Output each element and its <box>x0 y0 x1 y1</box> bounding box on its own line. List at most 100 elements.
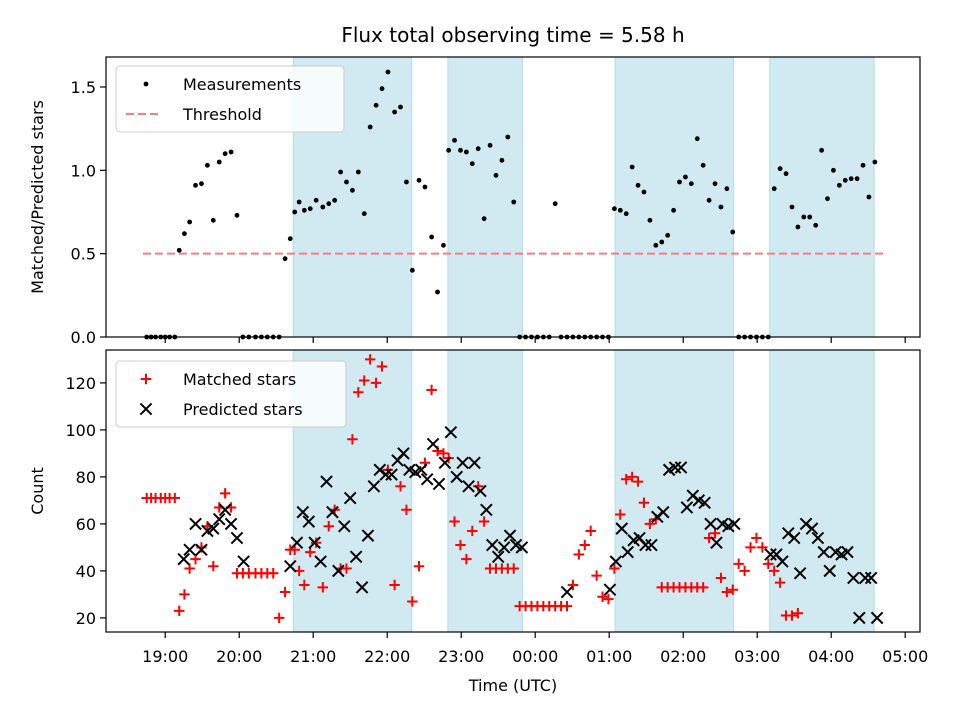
data-point <box>505 134 511 140</box>
data-point <box>632 476 644 487</box>
y-tick-label: 100 <box>65 421 96 440</box>
legend-marker <box>143 81 149 87</box>
data-point <box>409 267 415 273</box>
data-point <box>432 477 446 491</box>
data-point <box>831 167 836 173</box>
data-point <box>404 179 409 185</box>
data-point <box>715 572 727 584</box>
data-point <box>458 147 463 153</box>
data-point <box>841 545 854 559</box>
data-point <box>609 563 620 574</box>
data-point <box>727 584 738 595</box>
data-point <box>210 217 216 223</box>
data-point <box>848 176 854 182</box>
data-point <box>853 611 866 625</box>
data-point <box>355 581 369 594</box>
data-point <box>561 600 573 612</box>
data-point <box>787 531 801 545</box>
data-point <box>296 505 310 519</box>
data-point <box>817 545 831 559</box>
data-point <box>341 563 352 574</box>
data-point <box>786 610 798 621</box>
data-point <box>326 505 339 519</box>
data-point <box>626 471 638 483</box>
data-point <box>468 456 481 470</box>
data-point <box>697 582 709 593</box>
data-point <box>866 194 872 200</box>
data-point <box>656 505 670 519</box>
data-point <box>449 516 460 527</box>
data-point <box>230 531 244 545</box>
data-point <box>793 566 807 580</box>
data-point <box>183 543 196 557</box>
data-point <box>199 181 204 187</box>
y-tick-label: 120 <box>65 374 96 393</box>
legend-box <box>115 65 345 133</box>
data-point <box>361 211 367 217</box>
data-point <box>222 151 228 157</box>
data-point <box>426 437 440 451</box>
data-point <box>597 591 608 602</box>
data-point <box>176 247 182 253</box>
data-point <box>677 179 682 185</box>
data-point <box>469 161 475 167</box>
data-point <box>323 521 334 532</box>
data-point <box>314 555 327 568</box>
data-point <box>771 186 777 192</box>
data-point <box>641 189 647 195</box>
data-point <box>446 147 452 153</box>
data-point <box>700 162 706 168</box>
data-point <box>313 197 319 203</box>
y-tick-label: 40 <box>76 562 96 581</box>
data-point <box>429 234 434 240</box>
data-point <box>478 516 490 527</box>
data-point <box>623 211 629 217</box>
data-point <box>579 539 590 551</box>
data-point <box>745 542 756 553</box>
data-point <box>724 186 730 192</box>
data-point <box>350 187 355 193</box>
x-tick-label: 21:00 <box>290 647 336 666</box>
data-point <box>480 503 493 517</box>
data-point <box>455 539 466 551</box>
data-point <box>395 481 406 492</box>
data-point <box>184 563 195 574</box>
data-point <box>218 503 232 517</box>
data-point <box>644 518 656 530</box>
data-point <box>615 522 629 535</box>
data-point <box>392 109 397 115</box>
legend-label: Matched stars <box>183 370 296 389</box>
data-point <box>359 375 370 386</box>
data-point <box>204 162 210 168</box>
data-point <box>813 222 819 228</box>
data-point <box>573 549 585 560</box>
data-point <box>706 197 712 203</box>
data-point <box>777 166 783 172</box>
data-point <box>461 553 472 565</box>
data-point <box>805 522 819 535</box>
data-point <box>854 176 860 182</box>
data-point <box>337 519 351 533</box>
observing-window <box>447 57 523 337</box>
data-point <box>485 538 499 552</box>
panel-count: 20 40 60 80 100 120 19:00 20:00 21:00 22:00 23:00 0… <box>28 349 928 666</box>
data-point <box>709 528 721 539</box>
data-point <box>385 468 398 481</box>
x-tick-label: 01:00 <box>586 647 632 666</box>
data-point <box>730 229 736 235</box>
data-point <box>552 201 558 207</box>
data-point <box>398 104 403 110</box>
legend-marker <box>140 373 152 385</box>
legend-label: Predicted stars <box>183 400 303 419</box>
data-point <box>456 456 469 470</box>
data-point <box>487 142 493 148</box>
y-tick-label: 80 <box>76 468 96 487</box>
data-point <box>370 377 382 389</box>
data-point <box>864 571 878 585</box>
x-axis-label: Time (UTC) <box>468 676 557 695</box>
data-point <box>842 177 848 183</box>
data-point <box>438 448 449 459</box>
data-point <box>308 536 321 550</box>
data-point <box>174 605 185 617</box>
